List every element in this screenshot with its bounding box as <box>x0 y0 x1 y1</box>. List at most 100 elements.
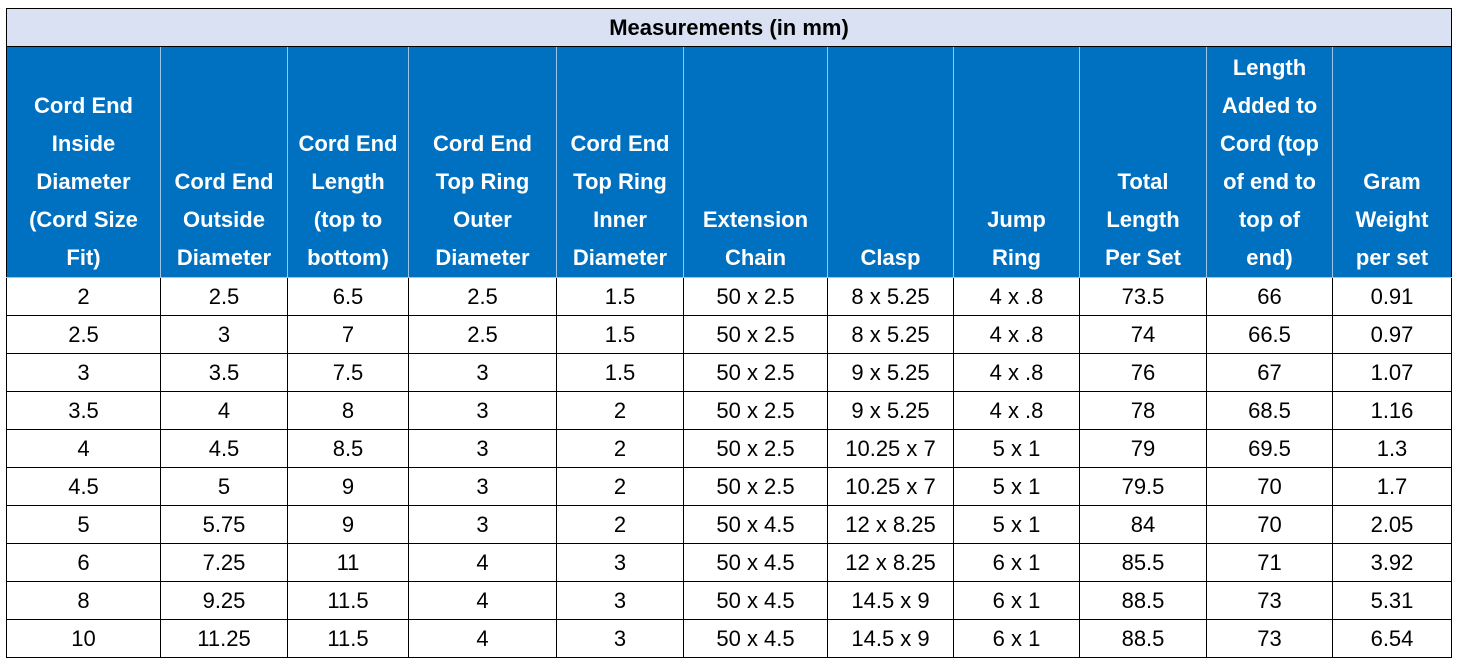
header-line: Total <box>1117 169 1169 194</box>
table-title: Measurements (in mm) <box>6 8 1452 47</box>
cell: 85.5 <box>1079 543 1207 582</box>
cell: 1.7 <box>1332 467 1452 506</box>
cell: 5 <box>160 467 288 506</box>
column-header: Cord End Top Ring Inner Diameter <box>556 46 684 278</box>
cell: 4.5 <box>6 467 161 506</box>
cell: 50 x 4.5 <box>683 543 828 582</box>
cell: 66 <box>1206 277 1333 316</box>
header-line: Chain <box>724 245 787 270</box>
cell: 8.5 <box>287 429 409 468</box>
cell: 5 x 1 <box>953 429 1080 468</box>
cell: 1.07 <box>1332 353 1452 392</box>
cell: 73.5 <box>1079 277 1207 316</box>
cell: 2.5 <box>408 315 557 354</box>
header-line: Length <box>1232 55 1307 80</box>
cell: 1.16 <box>1332 391 1452 430</box>
cell: 12 x 8.25 <box>827 505 954 544</box>
column-header: Cord End Top Ring Outer Diameter <box>408 46 557 278</box>
cell: 2.5 <box>6 315 161 354</box>
cell: 71 <box>1206 543 1333 582</box>
header-line: Diameter <box>176 245 272 270</box>
cell: 7.25 <box>160 543 288 582</box>
header-line: Clasp <box>860 245 921 270</box>
data-row: 5 5.75 9 3 2 50 x 4.5 12 x 8.25 5 x 1 84 70 2.05 <box>6 505 1452 544</box>
cell: 50 x 2.5 <box>683 353 828 392</box>
cell: 76 <box>1079 353 1207 392</box>
cell: 11.5 <box>287 581 409 620</box>
cell: 3 <box>556 619 684 658</box>
cell: 6.5 <box>287 277 409 316</box>
cell: 6 x 1 <box>953 581 1080 620</box>
header-line: Length <box>311 169 385 194</box>
measurement-table: Measurements (in mm) Cord End Inside Diame… <box>6 8 1452 658</box>
header-line: Extension <box>702 207 809 232</box>
column-header: Length Added to Cord (top of end to top of en… <box>1206 46 1333 278</box>
cell: 9 x 5.25 <box>827 353 954 392</box>
header-line: Diameter <box>572 245 668 270</box>
header-line: (Cord Size <box>29 207 138 232</box>
data-row: 2.5 3 7 2.5 1.5 50 x 2.5 8 x 5.25 4 x .8 74 66.5 0… <box>6 315 1452 354</box>
cell: 9 <box>287 505 409 544</box>
cell: 70 <box>1206 467 1333 506</box>
cell: 5 <box>6 505 161 544</box>
cell: 70 <box>1206 505 1333 544</box>
cell: 50 x 2.5 <box>683 391 828 430</box>
cell: 3 <box>408 391 557 430</box>
cell: 11.5 <box>287 619 409 658</box>
column-header: Extension Chain <box>683 46 828 278</box>
cell: 3 <box>408 467 557 506</box>
cell: 10.25 x 7 <box>827 467 954 506</box>
cell: 50 x 2.5 <box>683 277 828 316</box>
cell: 11.25 <box>160 619 288 658</box>
header-line: Diameter <box>435 245 530 270</box>
cell: 50 x 2.5 <box>683 429 828 468</box>
cell: 0.97 <box>1332 315 1452 354</box>
cell: 2 <box>556 467 684 506</box>
title-row: Measurements (in mm) <box>6 8 1452 47</box>
cell: 4 x .8 <box>953 315 1080 354</box>
cell: 9.25 <box>160 581 288 620</box>
header-line: Cord End <box>34 93 133 118</box>
cell: 3 <box>160 315 288 354</box>
header-line: per set <box>1355 245 1429 270</box>
cell: 1.5 <box>556 353 684 392</box>
header-line: bottom) <box>307 245 389 270</box>
header-line: end) <box>1246 245 1293 270</box>
cell: 5.75 <box>160 505 288 544</box>
cell: 14.5 x 9 <box>827 581 954 620</box>
cell: 8 <box>6 581 161 620</box>
cell: 73 <box>1206 581 1333 620</box>
cell: 66.5 <box>1206 315 1333 354</box>
column-header: Clasp <box>827 46 954 278</box>
cell: 6.54 <box>1332 619 1452 658</box>
cell: 79.5 <box>1079 467 1207 506</box>
header-line: Cord End <box>433 131 532 156</box>
cell: 9 <box>287 467 409 506</box>
header-line: Top Ring <box>573 169 667 194</box>
column-header: Cord End Inside Diameter (Cord Size Fit) <box>6 46 161 278</box>
cell: 2 <box>556 391 684 430</box>
header-line: Ring <box>992 245 1041 270</box>
header-line: Cord End <box>570 131 670 156</box>
cell: 4 x .8 <box>953 353 1080 392</box>
header-line: Top Ring <box>435 169 530 194</box>
cell: 2 <box>556 429 684 468</box>
header-line: Cord (top <box>1220 131 1319 156</box>
cell: 50 x 4.5 <box>683 581 828 620</box>
header-line: Jump <box>987 207 1046 232</box>
cell: 10 <box>6 619 161 658</box>
cell: 3 <box>556 581 684 620</box>
cell: 50 x 2.5 <box>683 467 828 506</box>
cell: 2 <box>556 505 684 544</box>
cell: 3.5 <box>6 391 161 430</box>
cell: 84 <box>1079 505 1207 544</box>
header-line: Cord End <box>174 169 274 194</box>
header-line: Per Set <box>1105 245 1181 270</box>
cell: 14.5 x 9 <box>827 619 954 658</box>
cell: 50 x 2.5 <box>683 315 828 354</box>
cell: 10.25 x 7 <box>827 429 954 468</box>
data-row: 6 7.25 11 4 3 50 x 4.5 12 x 8.25 6 x 1 85.5 71 3.9… <box>6 543 1452 582</box>
column-header: Gram Weight per set <box>1332 46 1452 278</box>
